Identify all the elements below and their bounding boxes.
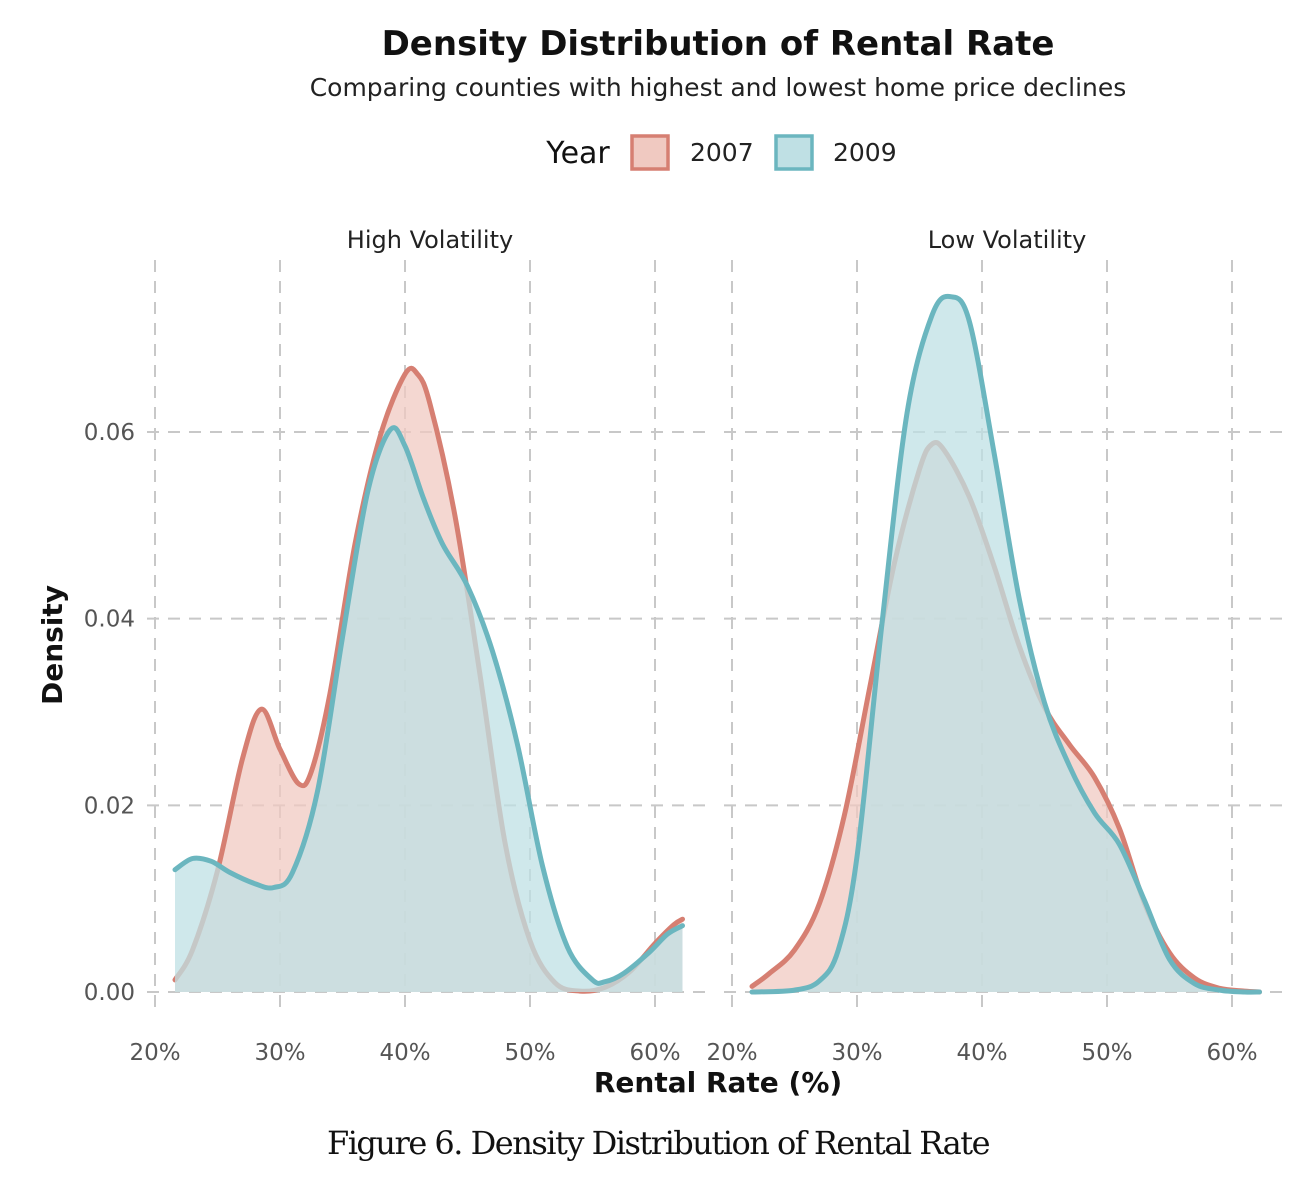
x-tick-label: 40%: [956, 1040, 1007, 1066]
legend-key-2009: [774, 134, 814, 171]
density-area-2009: [752, 296, 1260, 993]
facet-label-low-volatility: Low Volatility: [928, 226, 1087, 254]
density-line-2009: [749, 293, 1262, 995]
x-tick-label: 20%: [706, 1040, 757, 1066]
x-tick-label: 60%: [1206, 1040, 1257, 1066]
chart-title: Density Distribution of Rental Rate: [382, 24, 1055, 64]
x-tick-label: 30%: [831, 1040, 882, 1066]
facet-panel-high-volatility: High Volatility 20% 30% 40% 50% 60%: [129, 226, 708, 1066]
x-tick-label: 60%: [629, 1040, 680, 1066]
x-tick-label: 20%: [129, 1040, 180, 1066]
chart-subtitle: Comparing counties with highest and lowe…: [310, 73, 1127, 102]
figure-caption: Figure 6. Density Distribution of Rental…: [326, 1124, 991, 1162]
x-tick-label: 50%: [1081, 1040, 1132, 1066]
facet-panel-low-volatility: Low Volatility 20% 30% 40% 50% 60%: [706, 226, 1285, 1066]
legend-title: Year: [545, 136, 610, 171]
density-line-2009: [172, 425, 685, 986]
y-tick-label: 0.02: [84, 793, 135, 819]
y-tick-label: 0.00: [84, 980, 135, 1006]
legend-label-2007: 2007: [690, 138, 754, 167]
x-tick-label: 50%: [504, 1040, 555, 1066]
x-axis-title: Rental Rate (%): [594, 1066, 842, 1099]
chart-svg: Density Distribution of Rental Rate Comp…: [36, 24, 1285, 1099]
facet-label-high-volatility: High Volatility: [347, 226, 513, 254]
y-axis: 0.00 0.02 0.04 0.06: [84, 420, 135, 1006]
y-tick-label: 0.06: [84, 420, 135, 446]
legend: Year 2007 2009: [545, 134, 897, 171]
legend-key-2007: [630, 134, 670, 171]
legend-label-2009: 2009: [833, 138, 897, 167]
y-axis-title: Density: [36, 585, 69, 705]
x-tick-label: 30%: [254, 1040, 305, 1066]
y-tick-label: 0.04: [84, 607, 135, 633]
x-tick-label: 40%: [379, 1040, 430, 1066]
